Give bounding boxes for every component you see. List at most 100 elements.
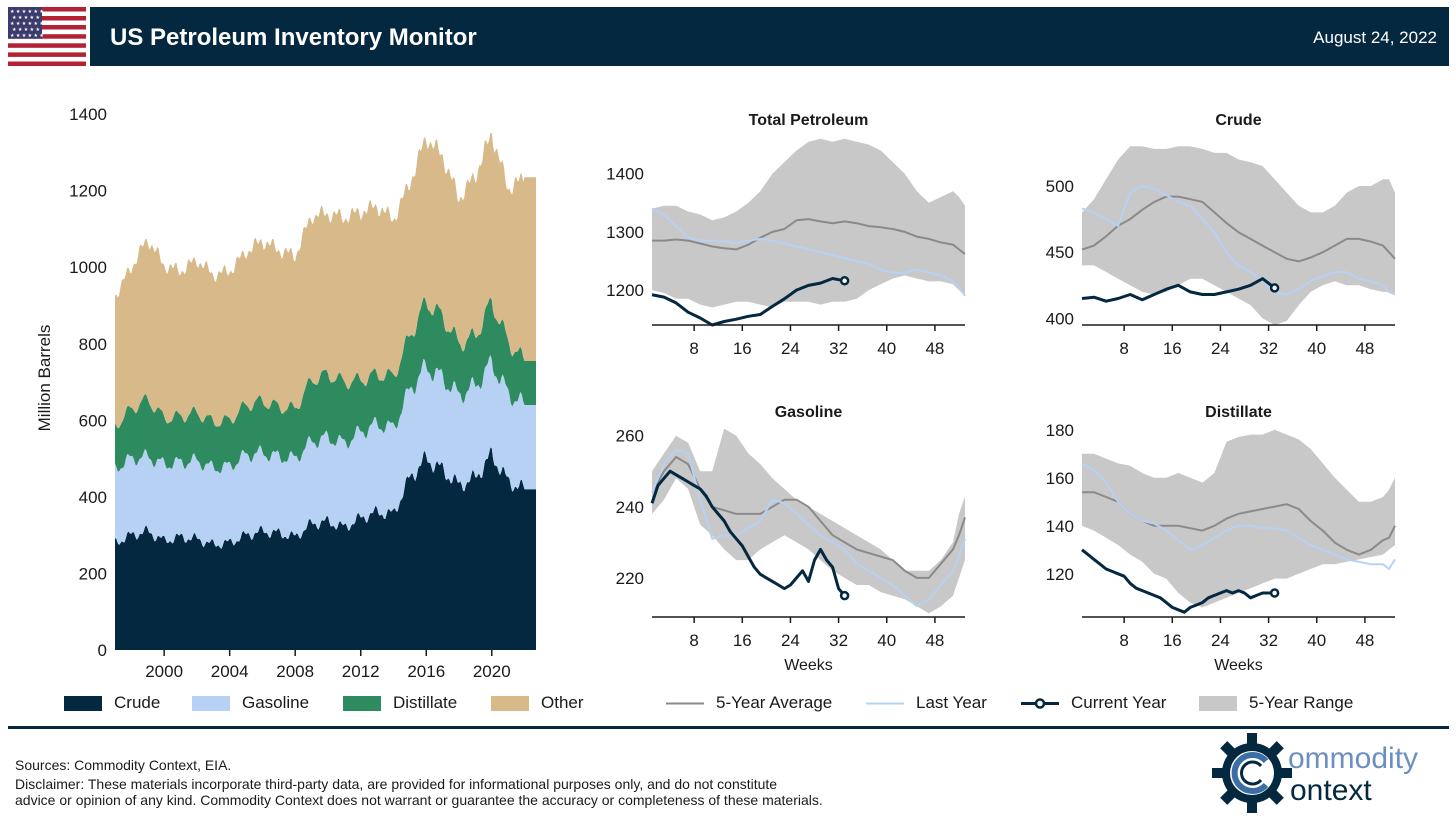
xtick: 16 xyxy=(733,631,752,650)
charts-canvas: 0 200 400 600 800 1000 1200 1400 2000 2004 2008 201… xyxy=(35,105,1396,681)
legend-other-label: Other xyxy=(541,693,584,712)
legend-last-year: Last Year xyxy=(866,693,987,713)
us-flag-icon: ★ ★ ★ ★ ★ ★ ★ ★ ★ ★ ★ ★ ★ ★ ★ ★ ★ ★ ★ ★ ★ … xyxy=(8,7,86,66)
xtick: 48 xyxy=(1355,631,1374,650)
xtick: 40 xyxy=(877,631,896,650)
legend-5yr-avg: 5-Year Average xyxy=(666,693,832,713)
xtick: 16 xyxy=(1163,339,1182,358)
ytick: 240 xyxy=(616,498,644,517)
ytick: 450 xyxy=(1046,243,1074,262)
legend-distillate-label: Distillate xyxy=(393,693,458,712)
range-band xyxy=(1082,146,1395,325)
ytick: 500 xyxy=(1046,177,1074,196)
xtick: 16 xyxy=(1163,631,1182,650)
range-band xyxy=(1082,429,1395,608)
ytick: 1300 xyxy=(606,223,644,242)
stack-xtick: 2004 xyxy=(211,662,249,681)
area-crude xyxy=(115,447,536,650)
xtick: 48 xyxy=(1355,339,1374,358)
footer-divider xyxy=(8,726,1449,729)
stack-xtick: 2008 xyxy=(276,662,314,681)
xtick: 32 xyxy=(1259,339,1278,358)
legend-current-year: Current Year xyxy=(1021,693,1166,713)
ytick: 160 xyxy=(1046,469,1074,488)
xtick: 40 xyxy=(877,339,896,358)
x-axis-label: Weeks xyxy=(1214,657,1263,674)
last-year-line xyxy=(1081,185,1396,296)
distillate-chart: 8 16 24 32 40 48 120 140 160 180 Distillate Weeks xyxy=(1046,404,1396,674)
xtick: 24 xyxy=(781,339,800,358)
svg-text:★ ★ ★ ★ ★ ★: ★ ★ ★ ★ ★ ★ xyxy=(10,9,44,15)
current-year-line xyxy=(1081,548,1275,614)
ytick: 140 xyxy=(1046,517,1074,536)
header-bar: US Petroleum Inventory Monitor August 24… xyxy=(90,7,1449,66)
legend-distillate: Distillate xyxy=(343,693,457,713)
x-axis-label: Weeks xyxy=(784,657,833,674)
xtick: 40 xyxy=(1307,339,1326,358)
page-title: US Petroleum Inventory Monitor xyxy=(110,24,477,51)
xtick: 40 xyxy=(1307,631,1326,650)
legend-5yr-range: 5-Year Range xyxy=(1199,693,1353,713)
current-year-line xyxy=(1081,277,1276,303)
stack-ytick: 0 xyxy=(98,641,107,660)
legend-current-label: Current Year xyxy=(1071,693,1167,712)
stack-ytick: 200 xyxy=(79,564,107,583)
stack-xtick: 2016 xyxy=(407,662,445,681)
chart-title: Crude xyxy=(1215,112,1261,129)
sources-text: Sources: Commodity Context, EIA. xyxy=(15,757,232,773)
xtick: 8 xyxy=(1119,339,1128,358)
xtick: 8 xyxy=(689,339,698,358)
current-endpoint xyxy=(1269,283,1280,293)
ytick: 1400 xyxy=(606,165,644,184)
stack-ylabel: Million Barrels xyxy=(35,325,54,432)
last-year-line xyxy=(651,448,966,608)
svg-text:★ ★ ★ ★ ★ ★: ★ ★ ★ ★ ★ ★ xyxy=(10,33,44,39)
xtick: 32 xyxy=(1259,631,1278,650)
legend-current-line xyxy=(1021,697,1059,709)
stack-ytick: 600 xyxy=(79,411,107,430)
legend-crude: Crude xyxy=(64,693,160,713)
gasoline-chart: 8 16 24 32 40 48 220 240 260 Gasoline Weeks xyxy=(616,404,966,674)
xtick: 24 xyxy=(781,631,800,650)
legend-avg-line xyxy=(666,702,704,704)
legend-gasoline: Gasoline xyxy=(192,693,309,713)
current-year-line xyxy=(650,469,846,597)
stack-xtick: 2012 xyxy=(342,662,380,681)
stack-ytick: 1200 xyxy=(69,182,107,201)
xtick: 16 xyxy=(733,339,752,358)
stack-ytick: 400 xyxy=(79,488,107,507)
legend-distillate-swatch xyxy=(343,695,381,711)
stacked-area-chart: 0 200 400 600 800 1000 1200 1400 2000 2004 2008 201… xyxy=(69,105,536,681)
current-year-line xyxy=(651,277,845,327)
xtick: 24 xyxy=(1211,631,1230,650)
svg-text:★ ★ ★ ★ ★ ★: ★ ★ ★ ★ ★ ★ xyxy=(10,21,44,27)
total-petroleum-chart: 8 16 24 32 40 48 1200 1300 1400 Total Petroleum xyxy=(606,112,966,358)
logo-text-bottom: ontext xyxy=(1290,774,1372,807)
area-distillate xyxy=(115,297,536,474)
report-date: August 24, 2022 xyxy=(1313,28,1437,47)
ytick: 1200 xyxy=(606,281,644,300)
legend-range-swatch xyxy=(1199,695,1237,711)
stack-ytick: 1400 xyxy=(69,105,107,124)
xtick: 48 xyxy=(925,631,944,650)
stack-ytick: 800 xyxy=(79,335,107,354)
svg-text:★ ★ ★ ★ ★: ★ ★ ★ ★ ★ xyxy=(12,27,40,33)
xtick: 8 xyxy=(689,631,698,650)
xtick: 32 xyxy=(829,339,848,358)
avg-line xyxy=(1081,195,1396,263)
stack-xtick: 2000 xyxy=(145,662,183,681)
legend-range-label: 5-Year Range xyxy=(1249,693,1354,712)
logo-text-top: ommodity xyxy=(1288,742,1418,775)
range-band xyxy=(652,428,965,614)
area-gasoline xyxy=(115,354,536,549)
xtick: 24 xyxy=(1211,339,1230,358)
crude-chart: 8 16 24 32 40 48 400 450 500 Crude xyxy=(1046,112,1396,358)
commodity-context-logo: ommodity ontext xyxy=(1212,730,1442,815)
xtick: 48 xyxy=(925,339,944,358)
legend-other-swatch xyxy=(491,695,529,711)
avg-line xyxy=(651,218,966,255)
ytick: 220 xyxy=(616,569,644,588)
disclaimer-line-1: Disclaimer: These materials incorporate … xyxy=(15,776,778,792)
chart-title: Total Petroleum xyxy=(749,112,869,129)
current-endpoint xyxy=(839,276,850,286)
